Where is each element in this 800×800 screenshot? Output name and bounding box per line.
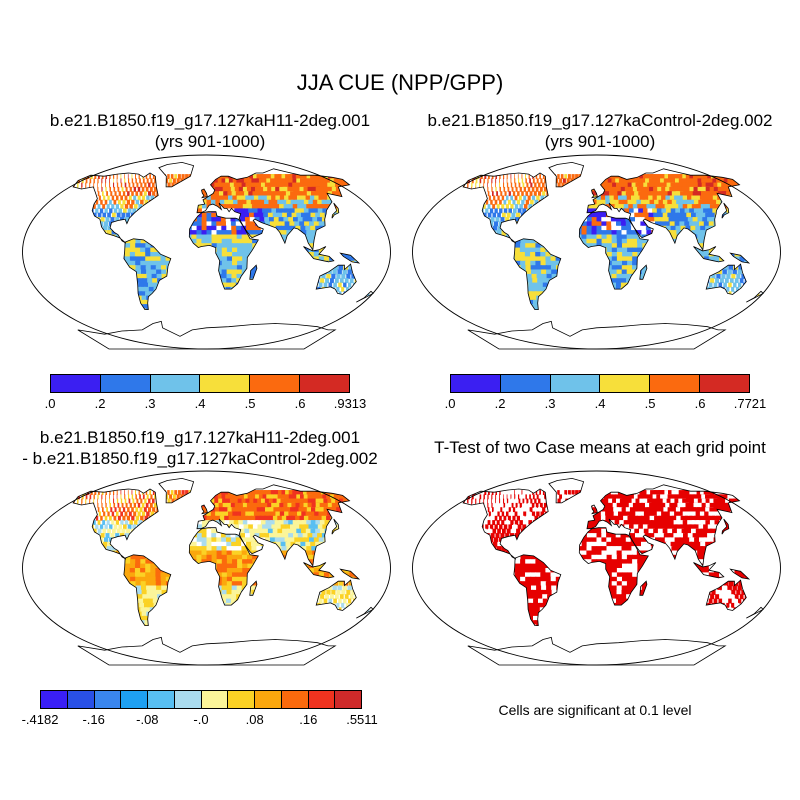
cb1-tick-label: .2	[94, 396, 106, 411]
cb3-swatch-6	[201, 691, 229, 708]
panel-2-title: b.e21.B1850.f19_g17.127kaControl-2deg.00…	[410, 110, 790, 152]
cb1-tick-label: .4	[194, 396, 206, 411]
cb3-swatch-7	[228, 691, 255, 708]
cb3-tick-label: -.08	[136, 712, 159, 727]
cb3-swatch-8	[255, 691, 282, 708]
map-panel-1	[20, 152, 393, 352]
globe-border	[22, 470, 391, 666]
cb1-swatch-5	[300, 375, 349, 392]
cb2-swatch-2	[550, 375, 601, 392]
cb3-swatch-10	[308, 691, 336, 708]
main-title: JJA CUE (NPP/GPP)	[296, 70, 504, 95]
cb1-tick-label: .9313	[333, 396, 367, 411]
coastlines	[72, 161, 374, 350]
cb2-tick-label: .6	[694, 396, 706, 411]
colorbar-panel-2-ticks: .0 .2 .3 .4 .5 .6 .7721	[445, 396, 767, 412]
cb2-swatch-0	[451, 375, 501, 392]
world-map-control	[412, 154, 781, 350]
cb3-tick-label: .5511	[346, 712, 378, 727]
cb1-tick-label: .3	[144, 396, 156, 411]
coastlines	[462, 161, 764, 350]
cb3-swatch-9	[281, 691, 309, 708]
cb2-tick-label: .5	[644, 396, 656, 411]
cb1-swatch-1	[100, 375, 151, 392]
globe-border	[412, 154, 781, 350]
cb2-swatch-3	[600, 375, 651, 392]
cb3-swatch-2	[94, 691, 122, 708]
cb2-swatch-4	[650, 375, 701, 392]
cb2-tick-label: .2	[494, 396, 506, 411]
world-map-difference	[22, 470, 391, 666]
panel-4-title: T-Test of two Case means at each grid po…	[410, 437, 790, 458]
panel-3-title: b.e21.B1850.f19_g17.127kaH11-2deg.001 - …	[0, 427, 400, 469]
panel-1-title-line1: b.e21.B1850.f19_g17.127kaH11-2deg.001	[49, 111, 371, 130]
cb3-swatch-5	[174, 691, 202, 708]
cb1-tick-label: .0	[44, 396, 56, 411]
coastlines	[462, 477, 764, 666]
colorbar-panel-2	[450, 374, 750, 393]
coastlines	[72, 477, 374, 666]
cb1-tick-label: .5	[244, 396, 256, 411]
colorbar-panel-1	[50, 374, 350, 393]
globe-border	[22, 154, 391, 350]
panel-1-title-line2: (yrs 901-1000)	[154, 132, 266, 151]
cb1-swatch-4	[250, 375, 301, 392]
panel-1-title: b.e21.B1850.f19_g17.127kaH11-2deg.001 (y…	[20, 110, 400, 152]
cb3-swatch-0	[41, 691, 68, 708]
cb2-swatch-1	[500, 375, 551, 392]
panel-3-title-line2: - b.e21.B1850.f19_g17.127kaControl-2deg.…	[22, 449, 378, 468]
cb1-swatch-2	[150, 375, 201, 392]
cb3-swatch-3	[121, 691, 148, 708]
colorbar-panel-1-ticks: .0 .2 .3 .4 .5 .6 .9313	[45, 396, 367, 412]
cb3-tick-label: .08	[245, 712, 264, 727]
panel-3-title-line1: b.e21.B1850.f19_g17.127kaH11-2deg.001	[39, 428, 361, 447]
cb3-swatch-4	[148, 691, 175, 708]
panel-4-title-line1: T-Test of two Case means at each grid po…	[434, 438, 766, 457]
cb3-swatch-1	[67, 691, 95, 708]
cb3-tick-label: -.4182	[21, 712, 59, 727]
cb3-tick-label: -.0	[193, 712, 209, 727]
panel-2-title-line1: b.e21.B1850.f19_g17.127kaControl-2deg.00…	[427, 111, 773, 130]
map-panel-3	[20, 468, 393, 668]
cb1-swatch-0	[51, 375, 101, 392]
cb2-tick-label: .4	[594, 396, 606, 411]
cb2-tick-label: .7721	[733, 396, 767, 411]
significance-note: Cells are significant at 0.1 level	[498, 702, 692, 718]
map-panel-4	[410, 468, 783, 668]
colorbar-difference	[40, 690, 362, 709]
cb3-tick-label: .16	[299, 712, 318, 727]
world-map-h11	[22, 154, 391, 350]
map-panel-2	[410, 152, 783, 352]
cb2-tick-label: .3	[544, 396, 556, 411]
cb3-swatch-11	[335, 691, 361, 708]
panel-2-title-line2: (yrs 901-1000)	[544, 132, 656, 151]
cb1-swatch-3	[200, 375, 251, 392]
world-map-ttest	[412, 470, 781, 666]
globe-border	[412, 470, 781, 666]
cb3-tick-label: -.16	[82, 712, 105, 727]
cb2-tick-label: .0	[444, 396, 456, 411]
cb2-swatch-5	[700, 375, 749, 392]
cb1-tick-label: .6	[294, 396, 306, 411]
colorbar-difference-ticks: -.4182 -.16 -.08 -.0 .08 .16 .5511	[22, 712, 378, 728]
